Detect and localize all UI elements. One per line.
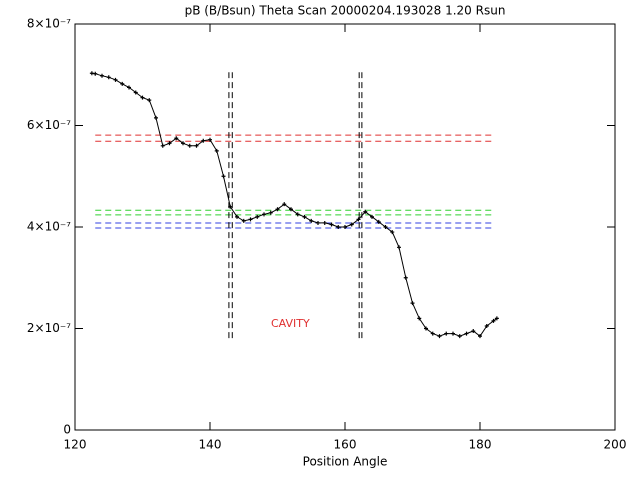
data-point — [133, 90, 138, 95]
data-point — [363, 209, 368, 214]
x-tick-label: 180 — [469, 438, 492, 452]
data-point — [295, 212, 300, 217]
y-tick-label: 2×10⁻⁷ — [27, 321, 71, 335]
data-point — [181, 141, 185, 146]
data-point — [262, 212, 266, 217]
x-tick-label: 120 — [64, 438, 87, 452]
data-point — [457, 334, 462, 339]
data-point — [248, 217, 253, 222]
data-point — [100, 73, 104, 78]
x-tick-label: 140 — [199, 438, 222, 452]
data-point — [228, 204, 233, 209]
data-point — [208, 137, 212, 142]
data-point — [484, 323, 489, 328]
data-point — [491, 318, 496, 323]
data-point — [494, 316, 499, 321]
data-point — [201, 138, 206, 143]
data-point — [106, 75, 111, 80]
data-point — [383, 225, 388, 229]
data-point — [403, 275, 408, 280]
data-point — [390, 230, 395, 235]
data-point — [268, 210, 273, 215]
data-point — [255, 214, 260, 219]
data-point — [322, 220, 327, 225]
data-point — [478, 334, 482, 339]
data-point — [160, 143, 165, 148]
y-tick-label: 6×10⁻⁷ — [27, 118, 71, 132]
data-point — [275, 207, 280, 212]
data-point — [417, 316, 422, 321]
data-point — [370, 214, 374, 219]
data-line — [91, 72, 498, 337]
data-point — [424, 326, 428, 331]
data-point — [316, 220, 320, 225]
data-point — [167, 141, 172, 146]
data-point — [241, 218, 246, 223]
y-tick-label: 4×10⁻⁷ — [27, 220, 71, 234]
data-point — [120, 81, 125, 86]
data-point — [397, 245, 401, 250]
data-point — [282, 202, 287, 207]
data-point — [376, 219, 381, 224]
x-axis-label: Position Angle — [303, 455, 388, 469]
x-tick-label: 160 — [334, 438, 357, 452]
data-point — [309, 218, 314, 223]
data-point — [302, 214, 307, 219]
data-point — [235, 214, 239, 219]
data-point — [289, 207, 293, 212]
data-point — [329, 222, 334, 227]
x-tick-label: 200 — [604, 438, 627, 452]
data-point — [221, 174, 226, 179]
data-point — [471, 329, 476, 334]
data-point — [214, 148, 219, 153]
chart-title: pB (B/Bsun) Theta Scan 20000204.193028 1… — [185, 4, 506, 18]
data-point — [187, 143, 192, 148]
data-point — [349, 222, 354, 227]
data-point — [89, 71, 94, 76]
data-point — [430, 331, 435, 336]
y-tick-label: 0 — [63, 423, 71, 437]
data-point — [336, 225, 341, 229]
data-point — [356, 217, 361, 222]
data-point — [174, 136, 179, 141]
y-tick-label: 8×10⁻⁷ — [27, 17, 71, 31]
data-point — [451, 331, 455, 336]
data-point — [464, 331, 469, 336]
data-point — [147, 98, 152, 103]
data-point — [437, 334, 442, 339]
annotation: CAVITY — [271, 317, 310, 330]
data-point — [140, 95, 145, 100]
data-point — [93, 71, 98, 76]
data-point — [410, 301, 415, 306]
data-point — [444, 331, 449, 336]
data-point — [127, 85, 131, 90]
data-point — [194, 143, 199, 148]
data-point — [154, 115, 158, 120]
data-point — [113, 77, 118, 82]
data-point — [343, 225, 347, 229]
